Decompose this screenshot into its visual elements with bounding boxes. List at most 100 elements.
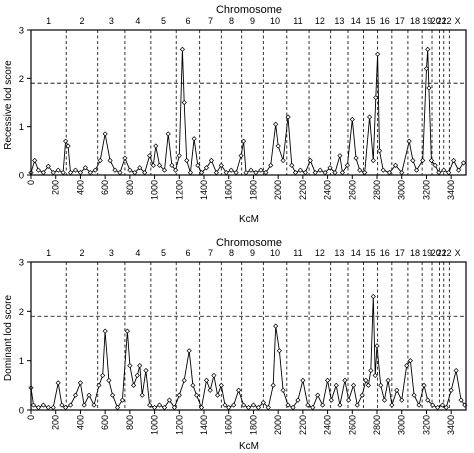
data-point <box>349 116 355 123</box>
x-tick-label: 2800 <box>372 415 382 435</box>
data-point <box>134 372 140 379</box>
chromosome-label-16: 16 <box>380 16 390 26</box>
data-point <box>426 85 432 91</box>
x-tick-label: 3000 <box>397 415 407 435</box>
data-point <box>370 293 376 300</box>
x-tick-label: 800 <box>125 180 135 195</box>
data-point <box>109 392 116 398</box>
data-point <box>218 162 224 168</box>
data-point <box>439 402 446 408</box>
chromosome-label-4: 4 <box>135 16 140 26</box>
data-point <box>150 162 156 168</box>
data-point <box>186 348 192 354</box>
chromosome-label-20: 20 <box>431 248 441 258</box>
chromosome-label-10: 10 <box>270 248 280 258</box>
data-point <box>392 162 399 168</box>
data-point <box>72 392 79 398</box>
data-point <box>359 392 365 398</box>
data-point <box>420 157 426 164</box>
chart-title: Chromosome <box>216 4 282 16</box>
data-point <box>344 162 350 168</box>
chromosome-label-21: 21 <box>437 248 447 258</box>
data-point <box>137 165 143 171</box>
data-point <box>207 387 213 393</box>
data-point <box>203 377 210 383</box>
chromosome-label-17: 17 <box>395 248 405 258</box>
x-tick-label: 1600 <box>224 180 234 200</box>
chromosome-label-16: 16 <box>380 248 390 258</box>
data-point <box>117 169 123 176</box>
y-ticks: 0 1 2 3 <box>19 258 31 417</box>
data-point <box>236 387 242 393</box>
data-point <box>147 402 153 408</box>
data-point <box>176 153 182 159</box>
chromosome-label-8: 8 <box>229 16 234 26</box>
data-point <box>327 165 333 171</box>
data-point <box>270 382 276 388</box>
x-tick-label: 0 <box>26 415 36 420</box>
x-tick-label: 2600 <box>347 415 357 435</box>
data-point <box>203 165 210 171</box>
y-tick-label: 0 <box>19 406 24 417</box>
data-point <box>91 402 97 408</box>
chromosome-label-1: 1 <box>46 248 51 258</box>
chromosome-label-1: 1 <box>46 16 51 26</box>
data-point <box>446 169 452 176</box>
y-tick-label: 2 <box>19 307 24 318</box>
y-tick-label: 0 <box>19 171 24 182</box>
chromosome-label-5: 5 <box>161 16 166 26</box>
data-point <box>195 162 201 168</box>
data-point <box>240 402 247 408</box>
data-point <box>97 157 103 164</box>
chromosome-label-4: 4 <box>135 248 140 258</box>
chromosome-label-9: 9 <box>250 16 255 26</box>
x-tick-label: 1400 <box>199 415 209 435</box>
data-point <box>399 397 405 403</box>
data-point <box>406 138 412 144</box>
chromosome-label-2: 2 <box>79 248 84 258</box>
data-point <box>228 167 234 173</box>
chromosome-label-7: 7 <box>208 16 213 26</box>
data-point <box>102 131 108 137</box>
data-point <box>82 165 88 171</box>
data-point <box>40 402 46 408</box>
chromosome-boundaries <box>65 30 450 175</box>
x-tick-label: 2600 <box>347 180 357 200</box>
data-point <box>181 377 187 383</box>
data-point <box>376 148 383 154</box>
x-axis-label: KcM <box>239 441 259 452</box>
data-point <box>273 121 279 127</box>
y-tick-label: 1 <box>19 122 24 133</box>
y-axis-label: Recessive lod score <box>3 60 14 150</box>
x-ticks: 0 200 400 600 800 1000 1200 1400 1600 1800 2000 220… <box>26 410 456 435</box>
x-tick-label: 1800 <box>248 180 258 200</box>
data-point <box>102 328 108 334</box>
data-point <box>378 382 384 388</box>
data-point <box>407 358 413 364</box>
data-point <box>307 157 313 164</box>
data-point <box>268 162 274 168</box>
data-point <box>363 377 369 383</box>
data-point <box>59 402 65 408</box>
data-point <box>127 363 133 369</box>
data-point <box>258 167 264 173</box>
data-point <box>112 167 118 173</box>
x-ticks: 0 200 400 600 800 1000 1200 1400 1600 1800 2000 220… <box>26 175 456 200</box>
data-point <box>65 143 71 149</box>
chromosome-label-12: 12 <box>315 248 325 258</box>
data-point <box>346 397 352 403</box>
data-point <box>151 404 158 411</box>
data-point <box>137 363 143 369</box>
chromosome-label-13: 13 <box>334 16 344 26</box>
data-point <box>280 157 286 164</box>
chromosome-label-8: 8 <box>229 248 234 258</box>
data-point <box>250 402 257 408</box>
data-point <box>368 367 374 374</box>
data-point <box>337 402 343 408</box>
chromosome-label-22: 22 <box>442 16 452 26</box>
data-point <box>187 169 194 176</box>
data-point <box>130 382 137 388</box>
data-point <box>122 155 128 161</box>
data-point <box>354 402 360 408</box>
data-point <box>153 143 159 149</box>
